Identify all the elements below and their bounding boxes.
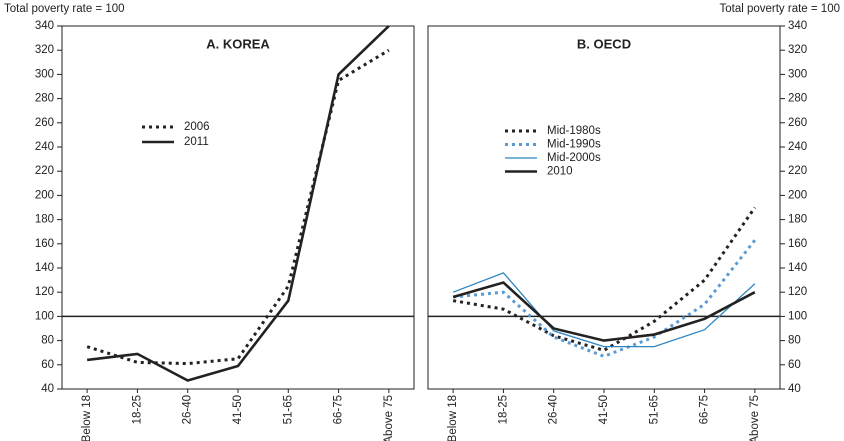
y-tick-label: 220 (788, 165, 807, 177)
plot-frame (427, 25, 781, 390)
y-tick-label: 40 (788, 383, 801, 395)
y-tick-label: 340 (35, 20, 54, 32)
y-tick-label: 100 (788, 310, 807, 322)
y-tick-label: 240 (35, 141, 54, 153)
y-tick-label: 240 (788, 141, 807, 153)
y-tick-label: 180 (35, 214, 54, 226)
y-tick-label: 200 (788, 189, 807, 201)
y-tick-label: 60 (41, 359, 54, 371)
x-tick-label: Above 75 (383, 395, 395, 441)
legend-label: 2010 (547, 166, 573, 178)
x-tick-label: 26-40 (182, 395, 194, 424)
y-tick-label: 280 (788, 93, 807, 105)
y-tick-label: 160 (35, 238, 54, 250)
y-tick-label: 280 (35, 93, 54, 105)
y-tick-label: 320 (35, 44, 54, 56)
y-tick-label: 40 (41, 383, 54, 395)
x-tick-label: Above 75 (749, 395, 761, 441)
y-tick-label: 160 (788, 238, 807, 250)
line-series (452, 239, 757, 358)
x-tick-label: 41-50 (598, 395, 610, 424)
line-series (452, 206, 757, 352)
x-tick-label: Below 18 (81, 395, 93, 441)
y-tick-label: 220 (35, 165, 54, 177)
y-tick-label: 140 (35, 262, 54, 274)
y-tick-label: 100 (35, 310, 54, 322)
y-tick-label: 60 (788, 359, 801, 371)
legend-label: Mid-1980s (547, 125, 601, 137)
legend-label: 2006 (184, 121, 210, 133)
line-series (452, 281, 756, 342)
y-tick-label: 200 (35, 189, 54, 201)
line-series (452, 272, 756, 348)
chart-title: A. KOREA (206, 36, 270, 51)
x-tick-label: 51-65 (648, 395, 660, 424)
y-tick-label: 300 (788, 68, 807, 80)
y-axis-label: Total poverty rate = 100 (719, 3, 840, 15)
legend-label: Mid-1990s (547, 139, 601, 151)
y-tick-label: 180 (788, 214, 807, 226)
legend-label: 2011 (184, 136, 209, 148)
x-tick-label: 18-25 (131, 395, 143, 424)
x-tick-label: 41-50 (232, 395, 244, 424)
y-tick-label: 80 (788, 335, 801, 347)
x-tick-label: 18-25 (497, 395, 509, 424)
y-tick-label: 120 (788, 286, 807, 298)
y-tick-label: 140 (788, 262, 807, 274)
legend-label: Mid-2000s (547, 152, 601, 164)
x-tick-label: 66-75 (333, 395, 345, 424)
x-tick-label: Below 18 (447, 395, 459, 441)
y-tick-label: 260 (788, 117, 807, 129)
y-tick-label: 80 (41, 335, 54, 347)
y-tick-label: 120 (35, 286, 54, 298)
y-tick-label: 300 (35, 68, 54, 80)
x-tick-label: 66-75 (699, 395, 711, 424)
x-tick-label: 26-40 (548, 395, 560, 424)
y-tick-label: 340 (788, 20, 807, 32)
line-series (86, 25, 390, 382)
plot-frame (61, 25, 415, 390)
y-axis-label: Total poverty rate = 100 (4, 3, 125, 15)
x-tick-label: 51-65 (282, 395, 294, 424)
y-tick-label: 320 (788, 44, 807, 56)
y-tick-label: 260 (35, 117, 54, 129)
chart-title: B. OECD (577, 36, 631, 51)
